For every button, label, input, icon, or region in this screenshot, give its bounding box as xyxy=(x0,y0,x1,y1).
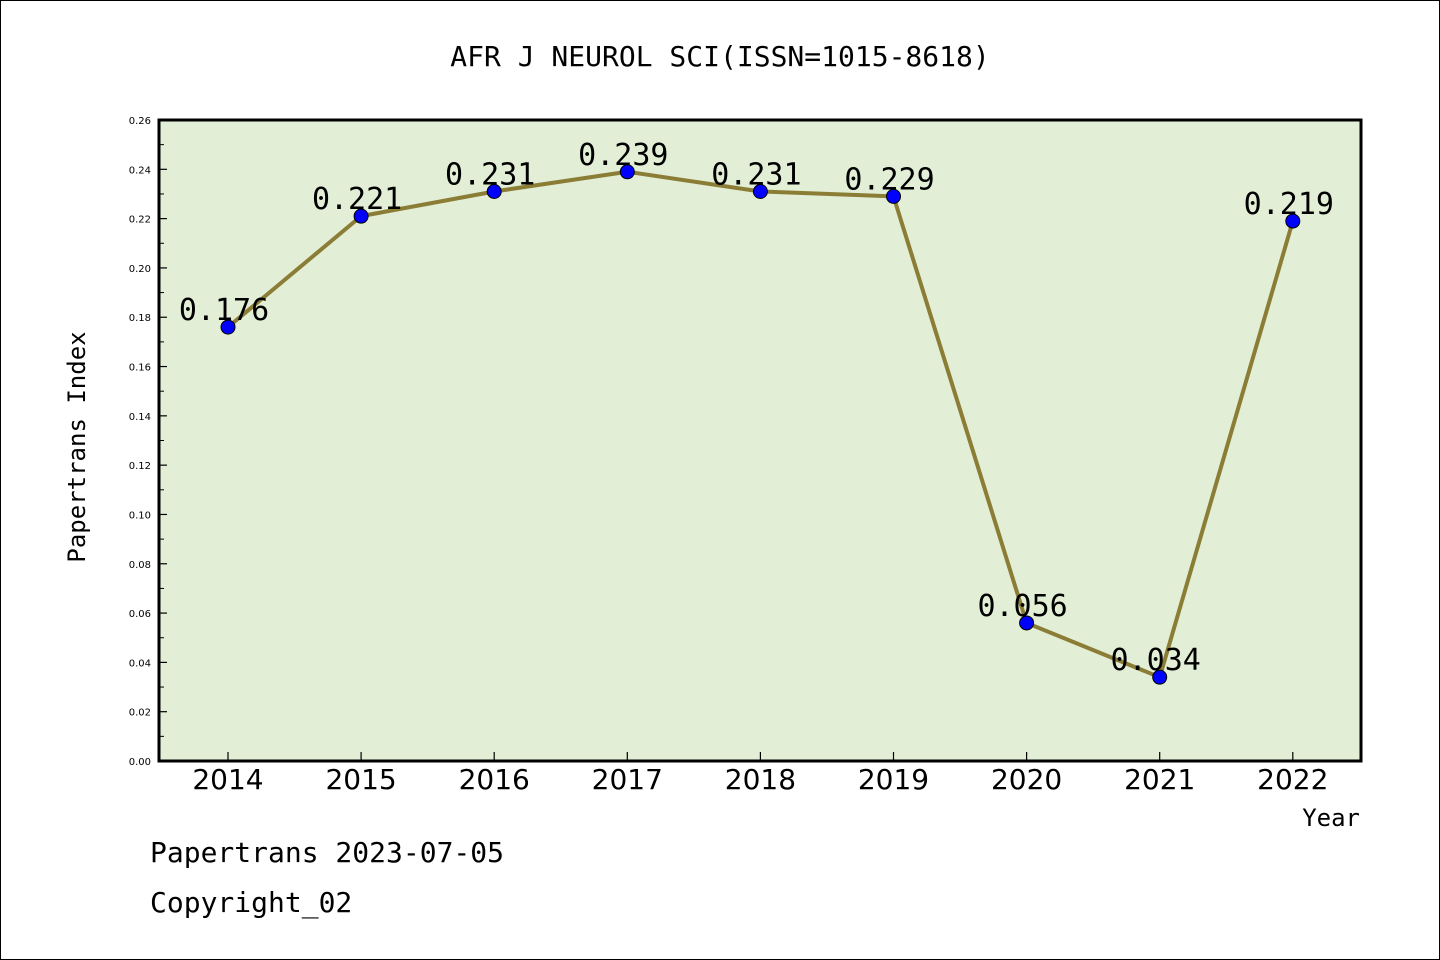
data-label: 0.239 xyxy=(578,138,668,173)
x-axis: 2014 2015 2016 2017 2018 2019 2020 2021 2022 xyxy=(192,752,1328,796)
data-point xyxy=(619,164,635,180)
data-label: 0.231 xyxy=(445,157,535,192)
x-tick-label: 2014 xyxy=(192,763,263,796)
data-label: 0.034 xyxy=(1111,643,1201,678)
y-tick-label: 0.02 xyxy=(129,708,151,719)
y-tick-label: 0.18 xyxy=(129,313,151,324)
x-tick-label: 2015 xyxy=(325,763,396,796)
y-tick-label: 0.12 xyxy=(129,461,151,472)
data-point xyxy=(486,183,502,199)
y-tick-label: 0.04 xyxy=(129,658,151,669)
plot-area xyxy=(157,118,1363,763)
data-point xyxy=(752,183,768,199)
data-label: 0.229 xyxy=(844,162,934,197)
y-tick-label: 0.06 xyxy=(129,609,151,620)
data-point xyxy=(1019,615,1035,631)
x-tick-label: 2019 xyxy=(858,763,929,796)
x-tick-label: 2016 xyxy=(459,763,530,796)
x-tick-label: 2018 xyxy=(725,763,796,796)
y-tick-label: 0.22 xyxy=(129,215,151,226)
y-tick-label: 0.26 xyxy=(129,116,151,127)
y-tick-label: 0.14 xyxy=(129,412,151,423)
x-axis-label: Year xyxy=(1302,804,1360,832)
footer-date: Papertrans 2023-07-05 xyxy=(150,836,505,869)
y-tick-label: 0.00 xyxy=(129,757,151,768)
x-tick-label: 2022 xyxy=(1257,763,1328,796)
data-label: 0.231 xyxy=(711,157,801,192)
data-point xyxy=(220,319,236,335)
series: 0.176 0.221 0.231 0.239 0.231 0.229 0.056 0.034… xyxy=(179,138,1334,685)
y-axis: 0.00 0.02 0.04 0.06 0.08 0.10 0.12 0.14 0.16 0.18… xyxy=(129,116,167,768)
data-point xyxy=(886,188,901,204)
x-tick-label: 2020 xyxy=(991,763,1062,796)
data-label: 0.056 xyxy=(977,589,1067,624)
data-point xyxy=(353,208,369,224)
data-label: 0.176 xyxy=(179,293,269,328)
y-tick-label: 0.16 xyxy=(129,363,151,374)
data-label: 0.221 xyxy=(312,182,402,217)
y-axis-label: Papertrans Index xyxy=(63,331,91,562)
footer-copyright: Copyright_02 xyxy=(150,886,353,919)
y-tick-label: 0.24 xyxy=(129,165,151,176)
chart-title: AFR J NEUROL SCI(ISSN=1015-8618) xyxy=(450,40,989,73)
data-point xyxy=(1285,213,1301,229)
x-tick-label: 2021 xyxy=(1124,763,1195,796)
y-tick-label: 0.08 xyxy=(129,560,151,571)
y-tick-label: 0.20 xyxy=(129,264,151,275)
data-point xyxy=(1152,669,1168,685)
data-label: 0.219 xyxy=(1244,187,1334,222)
x-tick-label: 2017 xyxy=(592,763,663,796)
y-tick-label: 0.10 xyxy=(129,510,151,521)
